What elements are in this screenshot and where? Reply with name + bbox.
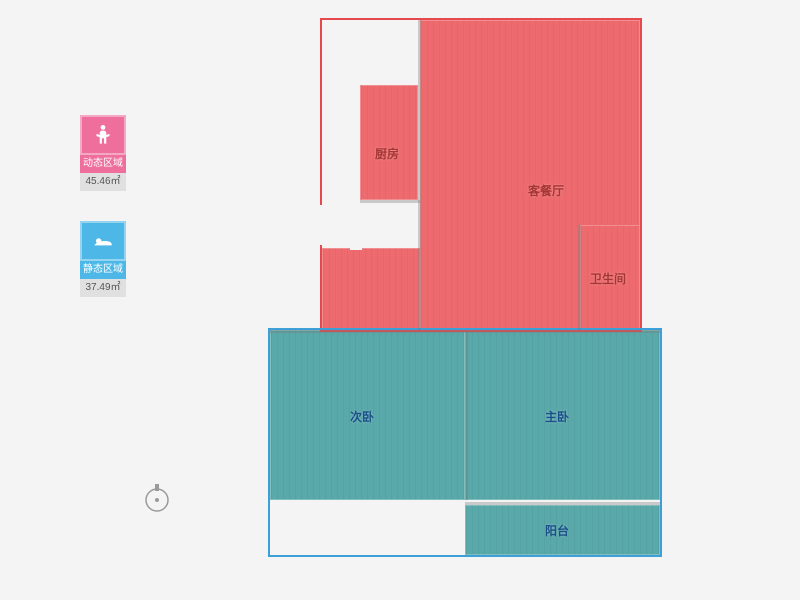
legend-panel: 动态区域 45.46㎡ 静态区域 37.49㎡ xyxy=(80,115,126,327)
room-label-living: 客餐厅 xyxy=(528,182,564,199)
interior-wall xyxy=(465,330,468,500)
legend-dynamic-label: 动态区域 xyxy=(80,155,126,173)
wall-notch xyxy=(350,205,362,250)
room-label-kitchen: 厨房 xyxy=(375,145,399,162)
room-label-bed2: 次卧 xyxy=(350,408,374,425)
interior-wall xyxy=(360,200,420,203)
legend-static-value: 37.49㎡ xyxy=(80,279,126,297)
interior-wall xyxy=(578,225,581,330)
interior-wall xyxy=(465,502,660,505)
room-kitchen xyxy=(360,85,418,200)
people-icon xyxy=(80,115,126,155)
room-hall xyxy=(322,248,420,330)
legend-static-label: 静态区域 xyxy=(80,261,126,279)
legend-static: 静态区域 37.49㎡ xyxy=(80,221,126,297)
floorplan: 厨房客餐厅卫生间次卧 主卧阳台 xyxy=(270,20,675,575)
legend-dynamic: 动态区域 45.46㎡ xyxy=(80,115,126,191)
interior-wall xyxy=(418,20,421,330)
room-label-balcony: 阳台 xyxy=(545,522,569,539)
compass-icon xyxy=(140,480,174,519)
room-label-bath: 卫生间 xyxy=(590,270,626,287)
legend-dynamic-value: 45.46㎡ xyxy=(80,173,126,191)
interior-wall xyxy=(270,330,660,333)
room-label-bed1: 主卧 xyxy=(545,408,569,425)
sleep-icon xyxy=(80,221,126,261)
